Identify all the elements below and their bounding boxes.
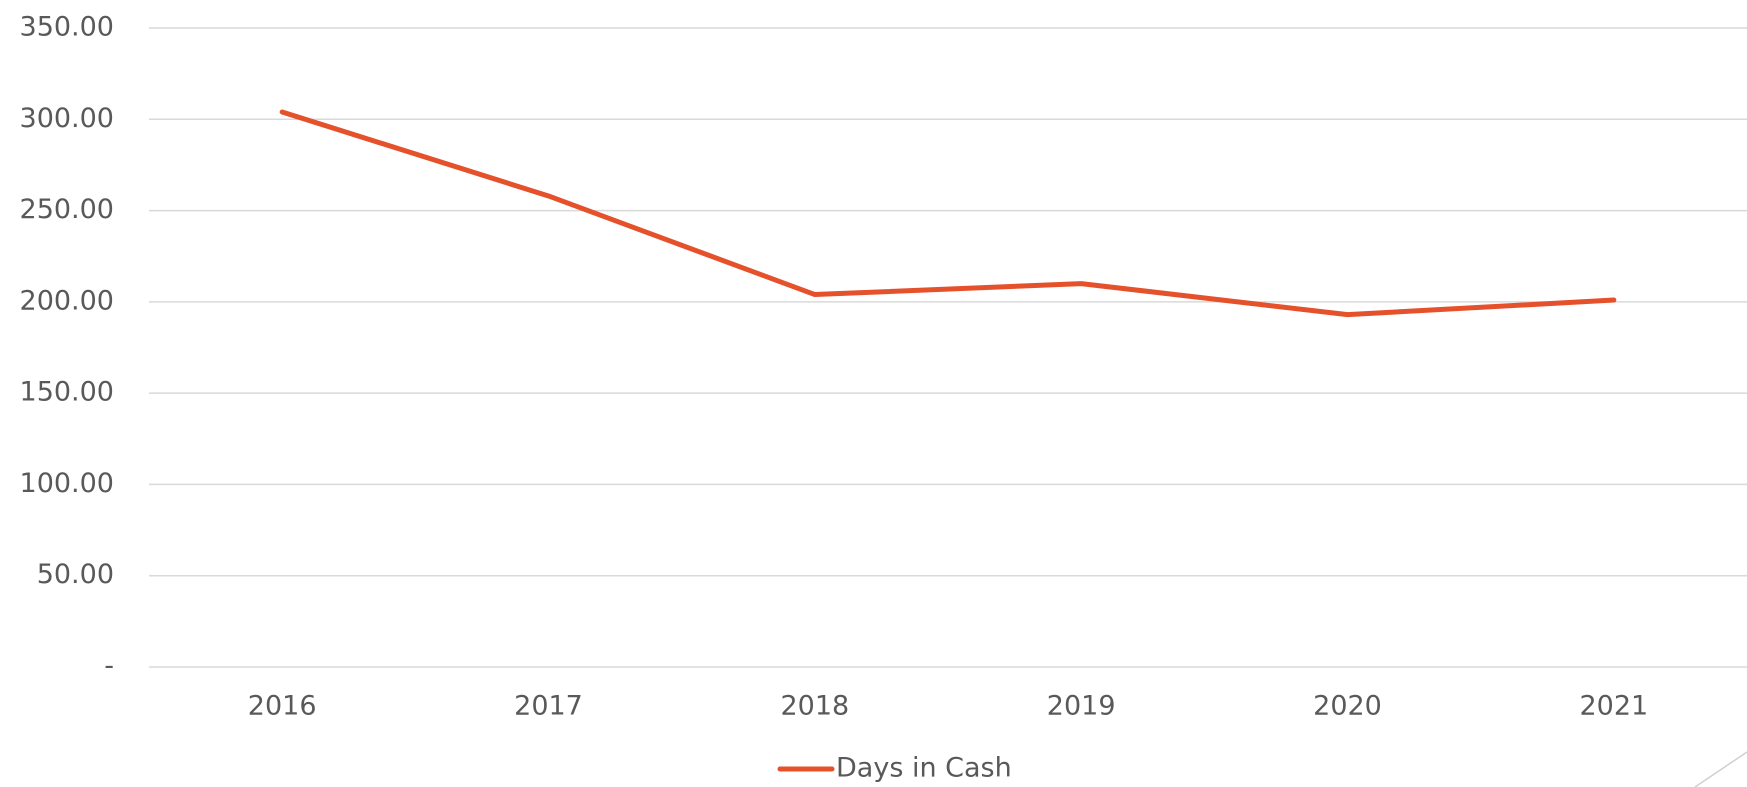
- y-tick-label: 200.00: [20, 285, 114, 316]
- y-tick-label: 350.00: [20, 12, 114, 43]
- y-tick-label: -: [104, 651, 114, 682]
- x-tick-label: 2020: [1313, 691, 1382, 722]
- decoration: [1694, 751, 1747, 787]
- x-tick-label: 2021: [1579, 691, 1648, 722]
- y-tick-label: 300.00: [20, 103, 114, 134]
- legend-label: Days in Cash: [836, 753, 1012, 784]
- data-line: [279, 109, 1617, 318]
- y-tick-label: 150.00: [20, 377, 114, 408]
- y-tick-label: 50.00: [37, 559, 114, 590]
- y-tick-label: 100.00: [20, 468, 114, 499]
- y-tick-label: 250.00: [20, 194, 114, 225]
- x-tick-label: 2017: [514, 691, 583, 722]
- x-tick-label: 2019: [1047, 691, 1116, 722]
- x-tick-label: 2018: [780, 691, 849, 722]
- x-tick-label: 2016: [248, 691, 317, 722]
